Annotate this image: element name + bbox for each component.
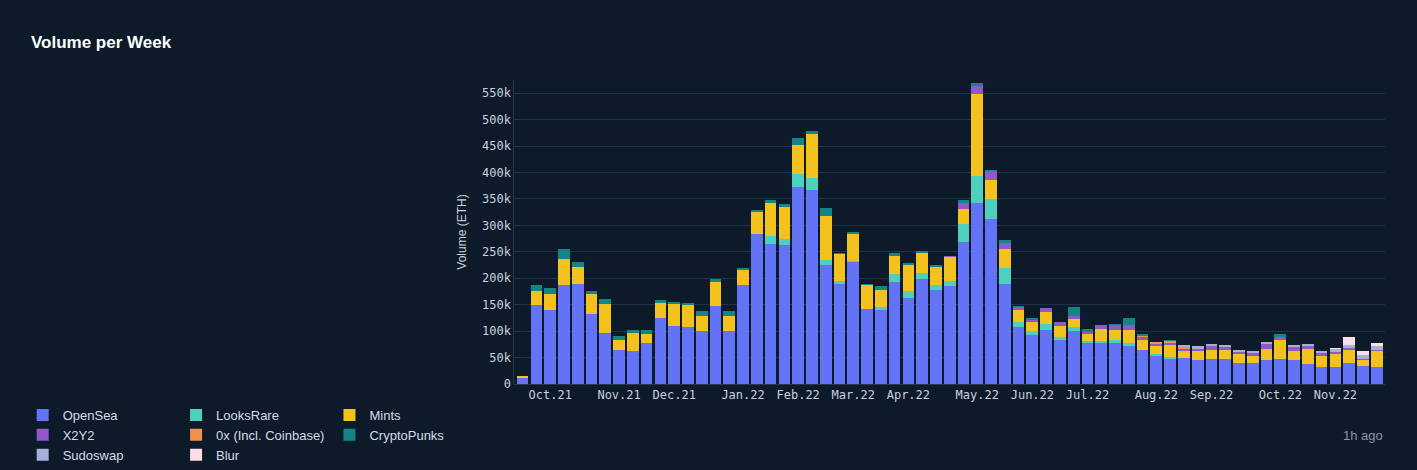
svg-text:Volume per Week: Volume per Week: [31, 33, 172, 52]
svg-text:Jan.22: Jan.22: [721, 388, 764, 402]
svg-text:0: 0: [504, 377, 511, 391]
svg-text:Jul.22: Jul.22: [1066, 388, 1109, 402]
svg-text:350k: 350k: [482, 192, 512, 206]
svg-text:Feb.22: Feb.22: [776, 388, 819, 402]
svg-text:450k: 450k: [482, 139, 512, 153]
svg-text:400k: 400k: [482, 166, 512, 180]
svg-text:Jun.22: Jun.22: [1011, 388, 1054, 402]
svg-text:Mints: Mints: [369, 408, 401, 423]
svg-text:0x (Incl. Coinbase): 0x (Incl. Coinbase): [216, 428, 324, 443]
svg-text:X2Y2: X2Y2: [63, 428, 95, 443]
svg-text:Dec.21: Dec.21: [652, 388, 695, 402]
svg-text:200k: 200k: [482, 271, 512, 285]
svg-text:Volume (ETH): Volume (ETH): [455, 194, 469, 269]
svg-text:Oct.22: Oct.22: [1259, 388, 1302, 402]
svg-text:CryptoPunks: CryptoPunks: [369, 428, 444, 443]
svg-text:150k: 150k: [482, 298, 512, 312]
svg-text:50k: 50k: [489, 351, 511, 365]
svg-text:Apr.22: Apr.22: [887, 388, 930, 402]
svg-text:500k: 500k: [482, 113, 512, 127]
svg-text:LooksRare: LooksRare: [216, 408, 279, 423]
svg-text:OpenSea: OpenSea: [63, 408, 119, 423]
svg-text:550k: 550k: [482, 86, 512, 100]
svg-text:250k: 250k: [482, 245, 512, 259]
svg-text:100k: 100k: [482, 324, 512, 338]
svg-text:300k: 300k: [482, 219, 512, 233]
svg-text:Nov.22: Nov.22: [1314, 388, 1357, 402]
svg-text:Aug.22: Aug.22: [1135, 388, 1178, 402]
svg-text:1h ago: 1h ago: [1343, 428, 1383, 443]
svg-text:Mar.22: Mar.22: [832, 388, 875, 402]
svg-text:Blur: Blur: [216, 448, 240, 463]
svg-text:Sep.22: Sep.22: [1190, 388, 1233, 402]
svg-text:Sudoswap: Sudoswap: [63, 448, 124, 463]
svg-text:May.22: May.22: [956, 388, 999, 402]
svg-text:Oct.21: Oct.21: [529, 388, 572, 402]
svg-text:Nov.21: Nov.21: [597, 388, 640, 402]
